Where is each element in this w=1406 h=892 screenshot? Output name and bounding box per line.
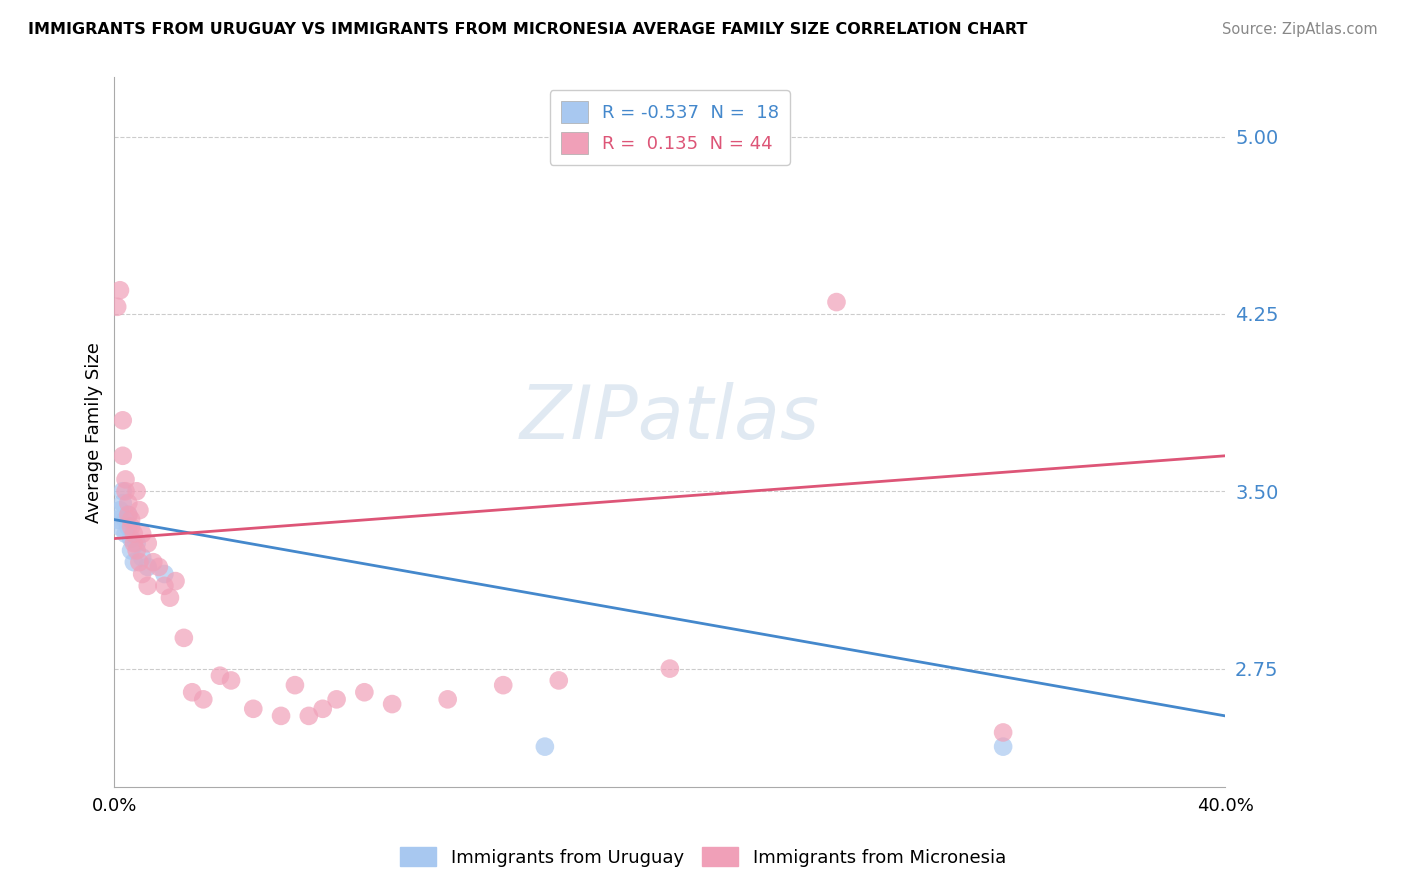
Point xyxy=(298,709,321,723)
Point xyxy=(128,555,150,569)
Point xyxy=(325,692,347,706)
Point xyxy=(208,669,231,683)
Point xyxy=(136,536,159,550)
Point xyxy=(114,526,136,541)
Point xyxy=(381,697,404,711)
Point xyxy=(105,513,128,527)
Point xyxy=(111,496,134,510)
Point xyxy=(131,550,153,565)
Point xyxy=(159,591,181,605)
Point xyxy=(122,526,145,541)
Point xyxy=(120,519,142,533)
Point xyxy=(436,692,458,706)
Point xyxy=(125,536,148,550)
Legend: R = -0.537  N =  18, R =  0.135  N = 44: R = -0.537 N = 18, R = 0.135 N = 44 xyxy=(550,90,790,165)
Point xyxy=(136,579,159,593)
Point xyxy=(117,496,139,510)
Point xyxy=(312,702,335,716)
Point xyxy=(193,692,215,706)
Point xyxy=(173,631,195,645)
Point xyxy=(117,508,139,522)
Legend: Immigrants from Uruguay, Immigrants from Micronesia: Immigrants from Uruguay, Immigrants from… xyxy=(394,840,1012,874)
Point xyxy=(136,560,159,574)
Point xyxy=(111,449,134,463)
Point xyxy=(825,295,848,310)
Point xyxy=(284,678,307,692)
Point xyxy=(120,543,142,558)
Point xyxy=(991,725,1014,739)
Point xyxy=(114,484,136,499)
Point xyxy=(270,709,292,723)
Point xyxy=(658,662,681,676)
Point xyxy=(108,519,131,533)
Point xyxy=(219,673,242,688)
Point xyxy=(242,702,264,716)
Point xyxy=(120,532,142,546)
Point xyxy=(492,678,515,692)
Point xyxy=(148,560,170,574)
Point xyxy=(108,503,131,517)
Point xyxy=(153,579,176,593)
Point xyxy=(117,519,139,533)
Point xyxy=(153,567,176,582)
Point xyxy=(534,739,557,754)
Point xyxy=(122,536,145,550)
Point xyxy=(111,413,134,427)
Point xyxy=(165,574,187,588)
Point xyxy=(991,739,1014,754)
Text: IMMIGRANTS FROM URUGUAY VS IMMIGRANTS FROM MICRONESIA AVERAGE FAMILY SIZE CORREL: IMMIGRANTS FROM URUGUAY VS IMMIGRANTS FR… xyxy=(28,22,1028,37)
Point xyxy=(105,300,128,314)
Point xyxy=(142,555,165,569)
Point xyxy=(120,513,142,527)
Point xyxy=(117,508,139,522)
Point xyxy=(131,526,153,541)
Point xyxy=(114,513,136,527)
Text: ZIPatlas: ZIPatlas xyxy=(520,382,820,454)
Point xyxy=(353,685,375,699)
Point xyxy=(114,472,136,486)
Point xyxy=(128,503,150,517)
Point xyxy=(111,484,134,499)
Point xyxy=(108,283,131,297)
Point xyxy=(125,543,148,558)
Text: Source: ZipAtlas.com: Source: ZipAtlas.com xyxy=(1222,22,1378,37)
Point xyxy=(181,685,204,699)
Point xyxy=(547,673,569,688)
Y-axis label: Average Family Size: Average Family Size xyxy=(86,342,103,523)
Point xyxy=(125,484,148,499)
Point xyxy=(122,555,145,569)
Point xyxy=(131,567,153,582)
